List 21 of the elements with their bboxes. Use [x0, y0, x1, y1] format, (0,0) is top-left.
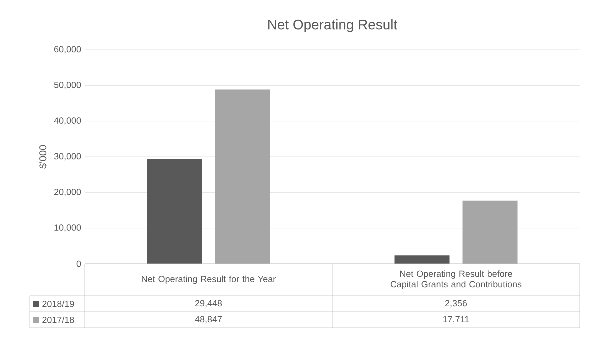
y-tick-label: 30,000	[54, 153, 82, 161]
bar	[394, 256, 450, 264]
y-tick-label: 10,000	[54, 224, 82, 232]
chart-title: Net Operating Result	[268, 19, 398, 32]
data-label: 48,847	[195, 316, 222, 324]
y-tick-label: 0	[76, 260, 82, 268]
y-axis-title: $'000	[39, 145, 48, 169]
x-tick-label: Net Operating Result before Capital Grants and Contributions	[390, 270, 522, 290]
bar	[215, 90, 270, 264]
data-label: 29,448	[195, 300, 222, 308]
data-label: 2,356	[445, 300, 468, 308]
y-tick-label: 50,000	[54, 82, 82, 90]
legend-label: 2018/19	[42, 300, 74, 308]
legend-label: 2017/18	[42, 316, 74, 324]
y-tick-label: 20,000	[54, 188, 82, 196]
bar	[462, 200, 518, 264]
bar	[147, 158, 202, 264]
x-tick-label: Net Operating Result for the Year	[142, 276, 276, 284]
y-tick-label: 40,000	[54, 118, 82, 126]
data-label: 17,711	[444, 316, 470, 324]
y-tick-label: 60,000	[54, 46, 82, 54]
